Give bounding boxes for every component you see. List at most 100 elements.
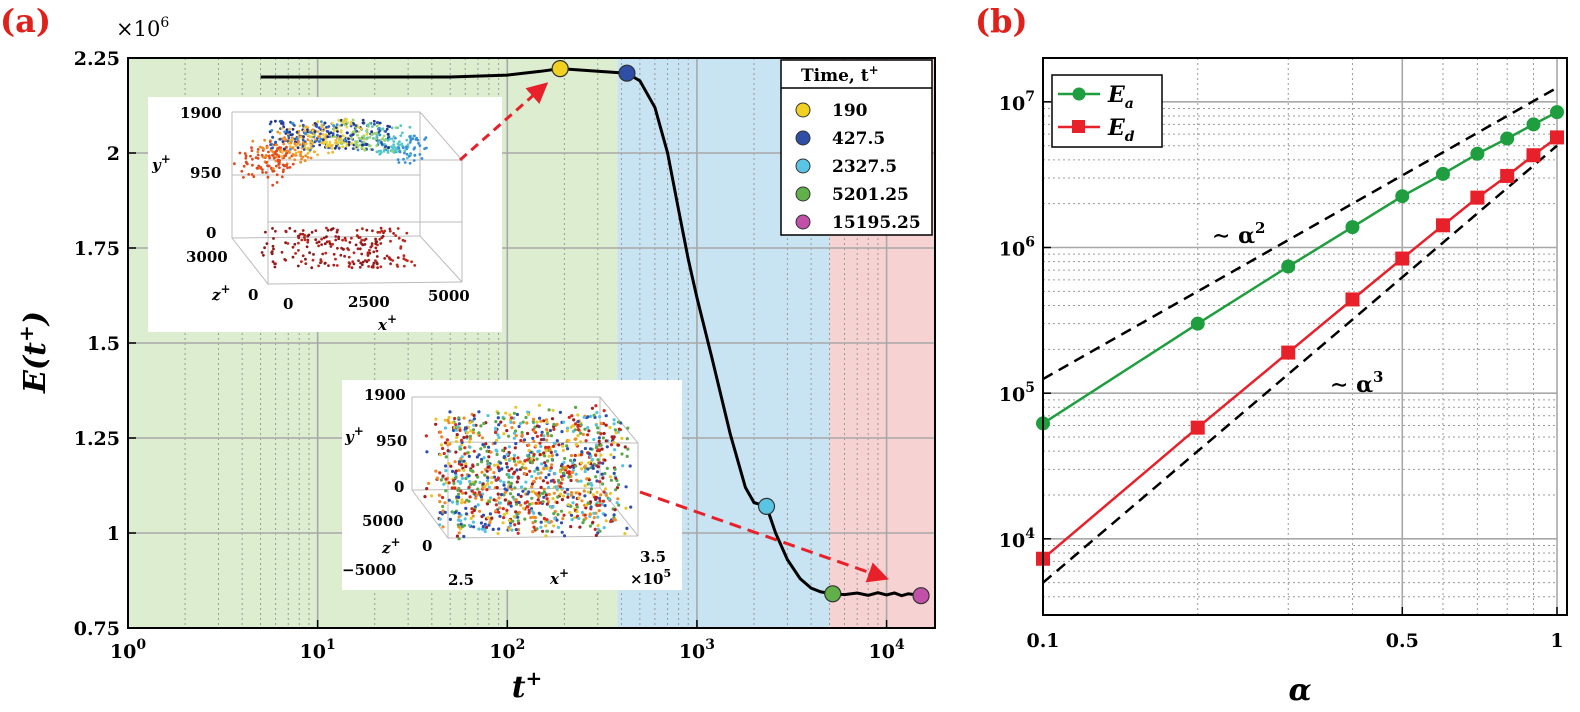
- particle: [388, 227, 392, 231]
- particle: [476, 503, 480, 507]
- particle: [567, 475, 571, 479]
- particle: [336, 228, 339, 232]
- particle: [494, 478, 498, 482]
- particle: [331, 132, 335, 136]
- data-point-E_a: [1345, 220, 1360, 235]
- particle: [508, 527, 512, 532]
- particle: [403, 239, 407, 243]
- particle: [276, 158, 280, 162]
- particle: [281, 140, 285, 144]
- particle: [293, 137, 297, 141]
- particle: [306, 146, 310, 150]
- particle: [595, 410, 599, 415]
- particle: [366, 123, 370, 127]
- particle: [304, 132, 308, 136]
- particle: [598, 499, 602, 503]
- particle: [271, 135, 274, 139]
- particle: [364, 237, 368, 241]
- particle: [551, 444, 556, 448]
- particle: [274, 140, 277, 144]
- particle: [542, 419, 546, 423]
- particle: [549, 434, 554, 438]
- particle: [583, 465, 587, 469]
- particle: [462, 468, 466, 472]
- particle: [570, 491, 574, 495]
- particle: [542, 467, 546, 471]
- particle: [628, 464, 632, 468]
- particle: [269, 148, 273, 152]
- particle: [492, 471, 496, 475]
- particle: [264, 171, 268, 174]
- particle: [444, 469, 448, 473]
- particle: [588, 447, 593, 451]
- particle: [550, 530, 554, 534]
- particle: [336, 136, 340, 140]
- particle: [608, 425, 612, 430]
- particle: [468, 434, 472, 438]
- inset2-zlabel: z+: [381, 535, 401, 557]
- data-point-E_a: [1526, 117, 1541, 132]
- particle: [402, 254, 406, 258]
- particle: [425, 450, 429, 454]
- particle: [471, 464, 475, 468]
- particle: [351, 147, 355, 151]
- particle: [301, 254, 305, 258]
- inset2-ytick-1900: 1900: [364, 386, 406, 404]
- reference-line-0: [1043, 86, 1558, 381]
- particle: [486, 516, 490, 520]
- particle: [286, 139, 290, 143]
- particle: [567, 439, 571, 443]
- particle: [277, 155, 281, 159]
- particle: [309, 143, 313, 147]
- particle: [583, 484, 587, 488]
- particle: [460, 525, 464, 529]
- particle: [443, 441, 448, 445]
- particle: [341, 238, 344, 242]
- particle: [587, 478, 591, 482]
- particle: [601, 482, 605, 486]
- particle: [275, 143, 279, 147]
- particle: [289, 133, 293, 137]
- particle: [546, 481, 550, 485]
- particle: [562, 473, 566, 478]
- particle: [600, 447, 604, 451]
- particle: [260, 153, 264, 157]
- particle: [472, 423, 476, 427]
- particle: [603, 513, 607, 517]
- particle: [354, 124, 358, 128]
- particle: [561, 444, 565, 448]
- particle: [513, 459, 517, 463]
- particle: [621, 464, 625, 468]
- particle: [357, 125, 360, 129]
- particle: [579, 423, 583, 427]
- particle: [286, 166, 289, 170]
- particle: [544, 418, 549, 422]
- particle: [390, 126, 394, 130]
- particle: [288, 127, 291, 131]
- particle: [459, 447, 463, 451]
- particle: [542, 516, 547, 521]
- particle: [507, 475, 511, 479]
- particle: [550, 453, 555, 458]
- particle: [576, 434, 580, 438]
- data-point-E_a: [1190, 316, 1205, 331]
- particle: [319, 132, 322, 136]
- particle: [320, 243, 323, 247]
- particle: [291, 138, 294, 142]
- particle: [385, 127, 389, 131]
- particle: [547, 492, 551, 496]
- particle: [587, 452, 591, 456]
- particle: [566, 471, 570, 475]
- particle: [584, 506, 588, 510]
- particle: [566, 492, 570, 496]
- particle: [355, 129, 359, 133]
- particle: [495, 438, 499, 442]
- particle: [359, 261, 362, 265]
- particle-cloud-late: [423, 403, 633, 541]
- particle: [332, 127, 336, 131]
- particle: [542, 490, 547, 494]
- particle: [388, 229, 392, 233]
- particle: [450, 510, 454, 514]
- particle: [265, 242, 269, 246]
- particle: [323, 242, 327, 246]
